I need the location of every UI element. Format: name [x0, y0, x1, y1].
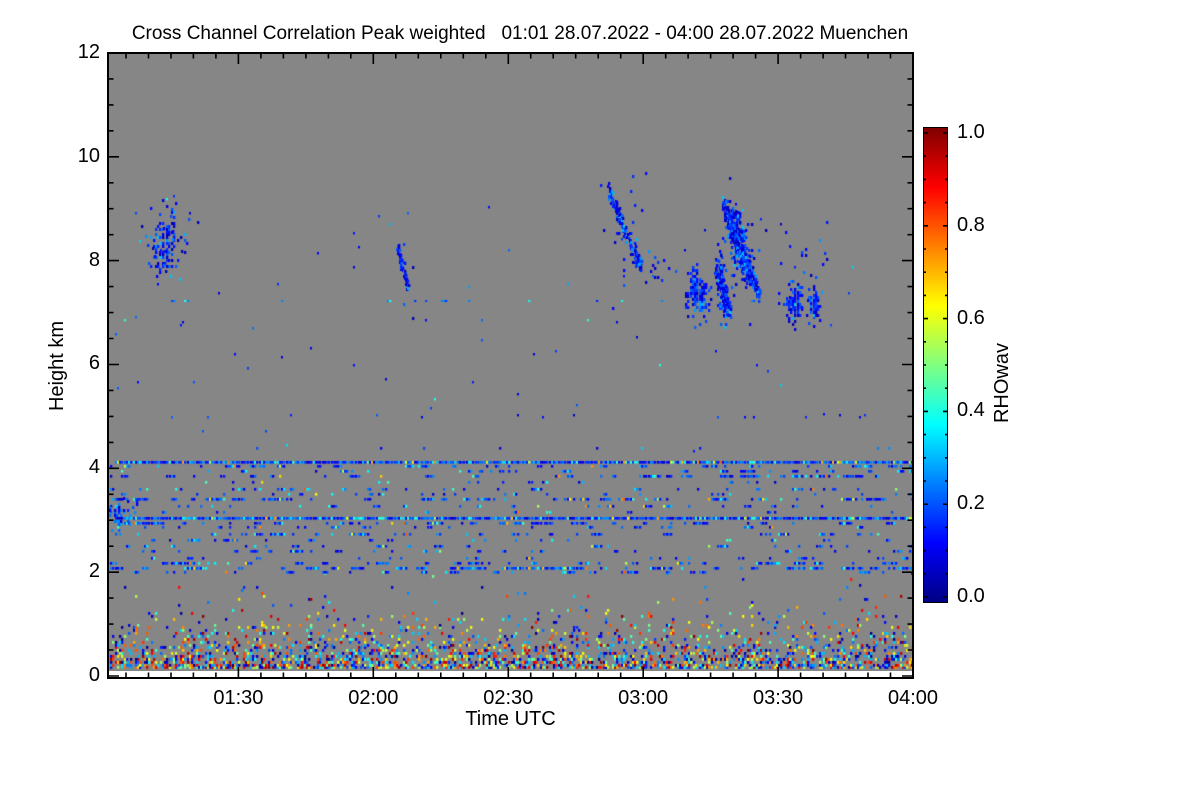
y-tick-label: 6 — [88, 352, 100, 375]
x-axis-label: Time UTC — [465, 708, 556, 730]
y-tick-label: 12 — [77, 40, 100, 63]
axis-ticks — [108, 52, 948, 678]
x-tick-label: 01:30 — [213, 687, 264, 709]
y-tick-label: 10 — [77, 144, 100, 167]
x-tick-label: 04:00 — [887, 687, 939, 709]
y-tick-label: 2 — [88, 560, 100, 583]
heatmap-canvas — [109, 54, 912, 671]
colorbar-tick-label: 0.8 — [957, 213, 985, 236]
y-tick-label: 0 — [88, 664, 100, 686]
colorbar-tick-label: 1.0 — [957, 121, 985, 143]
colorbar-tick-label: 0.6 — [957, 306, 985, 329]
colorbar-tick-label: 0.2 — [957, 492, 985, 515]
chart-title: Cross Channel Correlation Peak weighted … — [131, 23, 909, 44]
y-tick-label: 4 — [88, 456, 100, 479]
colorbar-tick-label: 0.4 — [957, 399, 985, 422]
x-tick-label: 02:00 — [348, 687, 399, 709]
x-tick-label: 03:30 — [753, 687, 804, 709]
x-tick-label: 02:30 — [483, 687, 534, 709]
colorbar-tick-label: 0.0 — [957, 585, 985, 607]
plot-frame — [107, 52, 914, 679]
y-tick-label: 8 — [88, 248, 100, 271]
x-tick-label: 03:00 — [618, 687, 669, 709]
